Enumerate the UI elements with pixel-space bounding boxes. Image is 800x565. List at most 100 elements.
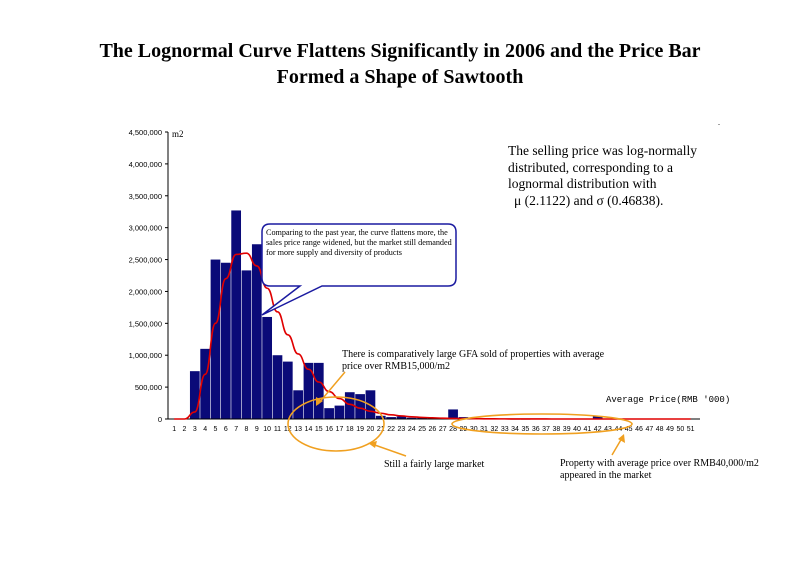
bar xyxy=(448,409,458,419)
bar xyxy=(396,416,407,419)
x-tick-label: 26 xyxy=(429,426,437,433)
x-axis-label: Average Price(RMB '000) xyxy=(606,395,730,405)
bar xyxy=(231,210,242,419)
y-tick-label: 3,000,000 xyxy=(129,224,162,233)
over40-arrow-head xyxy=(618,434,625,443)
bar xyxy=(200,348,211,419)
bar xyxy=(282,361,293,419)
bar xyxy=(303,362,314,419)
x-tick-label: 19 xyxy=(356,426,364,433)
distribution-note: The selling price was log-normally distr… xyxy=(508,143,748,209)
market-ellipse xyxy=(287,396,385,452)
x-tick-label: 23 xyxy=(398,426,406,433)
y-axis-unit: m2 xyxy=(172,129,184,139)
x-ticks: 1 2 3 4 5 6 7 8 9 10 11 12 13 14 15 16 17 18 19 20 21 22 23 24 2… xyxy=(172,426,694,433)
over40-ellipse xyxy=(451,413,633,435)
market-note: Still a fairly large market xyxy=(384,459,485,470)
y-tick-label: 3,500,000 xyxy=(129,192,162,201)
x-tick-label: 8 xyxy=(245,426,249,433)
x-tick-label: 24 xyxy=(408,426,416,433)
x-tick-label: 48 xyxy=(656,426,664,433)
x-tick-label: 11 xyxy=(274,426,281,433)
note-line-3: lognormal distribution with xyxy=(508,176,657,191)
x-tick-label: 18 xyxy=(346,426,354,433)
x-tick-label: 46 xyxy=(635,426,643,433)
x-tick-label: 51 xyxy=(687,426,695,433)
note-line-2: distributed, corresponding to a xyxy=(508,159,673,175)
x-tick-label: 49 xyxy=(666,426,674,433)
x-tick-label: 36 xyxy=(532,426,540,433)
x-tick-label: 9 xyxy=(255,426,259,433)
y-tick-label: 0 xyxy=(158,415,162,424)
bar xyxy=(386,417,396,419)
y-tick-label: 4,000,000 xyxy=(129,160,162,169)
chart-title: The Lognormal Curve Flattens Significant… xyxy=(0,38,800,90)
x-tick-label: 35 xyxy=(521,426,529,433)
x-tick-label: 43 xyxy=(604,426,612,433)
x-tick-label: 3 xyxy=(193,426,197,433)
title-line-2: Formed a Shape of Sawtooth xyxy=(276,66,524,88)
bar xyxy=(324,408,334,419)
x-tick-label: 1 xyxy=(172,426,176,433)
x-tick-label: 2 xyxy=(183,426,187,433)
x-tick-label: 47 xyxy=(645,426,653,433)
y-tick-label: 1,500,000 xyxy=(129,319,162,328)
bar xyxy=(355,394,365,419)
bar xyxy=(375,415,386,419)
x-tick-label: 50 xyxy=(676,426,684,433)
y-ticks: 0 500,000 1,000,000 1,500,000 2,000,000 2,500… xyxy=(129,128,168,424)
x-tick-label: 25 xyxy=(418,426,426,433)
callout-bubble: Comparing to the past year, the curve fl… xyxy=(266,228,452,257)
x-tick-label: 27 xyxy=(439,426,447,433)
lognormal-curve xyxy=(174,252,691,420)
bar xyxy=(592,416,603,419)
bar xyxy=(344,392,355,419)
y-tick-label: 1,000,000 xyxy=(129,351,162,360)
x-tick-label: 20 xyxy=(367,426,375,433)
bar xyxy=(313,362,324,419)
x-tick-label: 15 xyxy=(315,426,323,433)
x-tick-label: 34 xyxy=(511,426,519,433)
x-tick-label: 41 xyxy=(583,426,591,433)
note-line-1: The selling price was log-normally xyxy=(508,143,697,158)
x-tick-label: 37 xyxy=(542,426,550,433)
over40-note-line-1: Property with average price over RMB40,0… xyxy=(560,458,759,469)
bar xyxy=(334,405,345,419)
market-arrow-head xyxy=(368,441,377,448)
x-tick-label: 7 xyxy=(234,426,238,433)
x-tick-label: 32 xyxy=(490,426,498,433)
bar xyxy=(293,390,303,419)
bar xyxy=(210,259,221,419)
x-tick-label: 21 xyxy=(377,426,385,433)
over40-arrow xyxy=(611,437,623,456)
x-tick-label: 45 xyxy=(625,426,633,433)
bar xyxy=(262,316,273,419)
y-tick-label: 4,500,000 xyxy=(129,128,162,137)
bar-series xyxy=(189,210,603,420)
x-tick-label: 12 xyxy=(284,426,292,433)
x-tick-label: 6 xyxy=(224,426,228,433)
y-tick-label: 2,000,000 xyxy=(129,287,162,296)
gfa-note-line-2: price over RMB15,000/m2 xyxy=(342,361,450,372)
gfa-note-line-1: There is comparatively large GFA sold of… xyxy=(342,349,605,360)
x-tick-label: 10 xyxy=(263,426,271,433)
bar xyxy=(406,417,417,419)
y-tick-label: 500,000 xyxy=(135,383,162,392)
y-tick-label: 2,500,000 xyxy=(129,256,162,265)
bar xyxy=(251,244,262,419)
x-tick-label: 16 xyxy=(325,426,333,433)
x-tick-label: 39 xyxy=(563,426,571,433)
callout-bubble-shape xyxy=(261,223,457,316)
note-line-4: μ (2.1122) and σ (0.46838). xyxy=(514,192,664,208)
corner-mark: . xyxy=(718,118,720,127)
x-tick-label: 13 xyxy=(294,426,302,433)
market-arrow xyxy=(371,443,407,457)
x-tick-label: 17 xyxy=(336,426,344,433)
x-tick-label: 30 xyxy=(470,426,478,433)
bar xyxy=(189,371,200,419)
x-tick-label: 28 xyxy=(449,426,457,433)
x-tick-label: 4 xyxy=(203,426,207,433)
callout-bubble-text: Comparing to the past year, the curve fl… xyxy=(266,228,452,257)
x-tick-label: 5 xyxy=(214,426,218,433)
